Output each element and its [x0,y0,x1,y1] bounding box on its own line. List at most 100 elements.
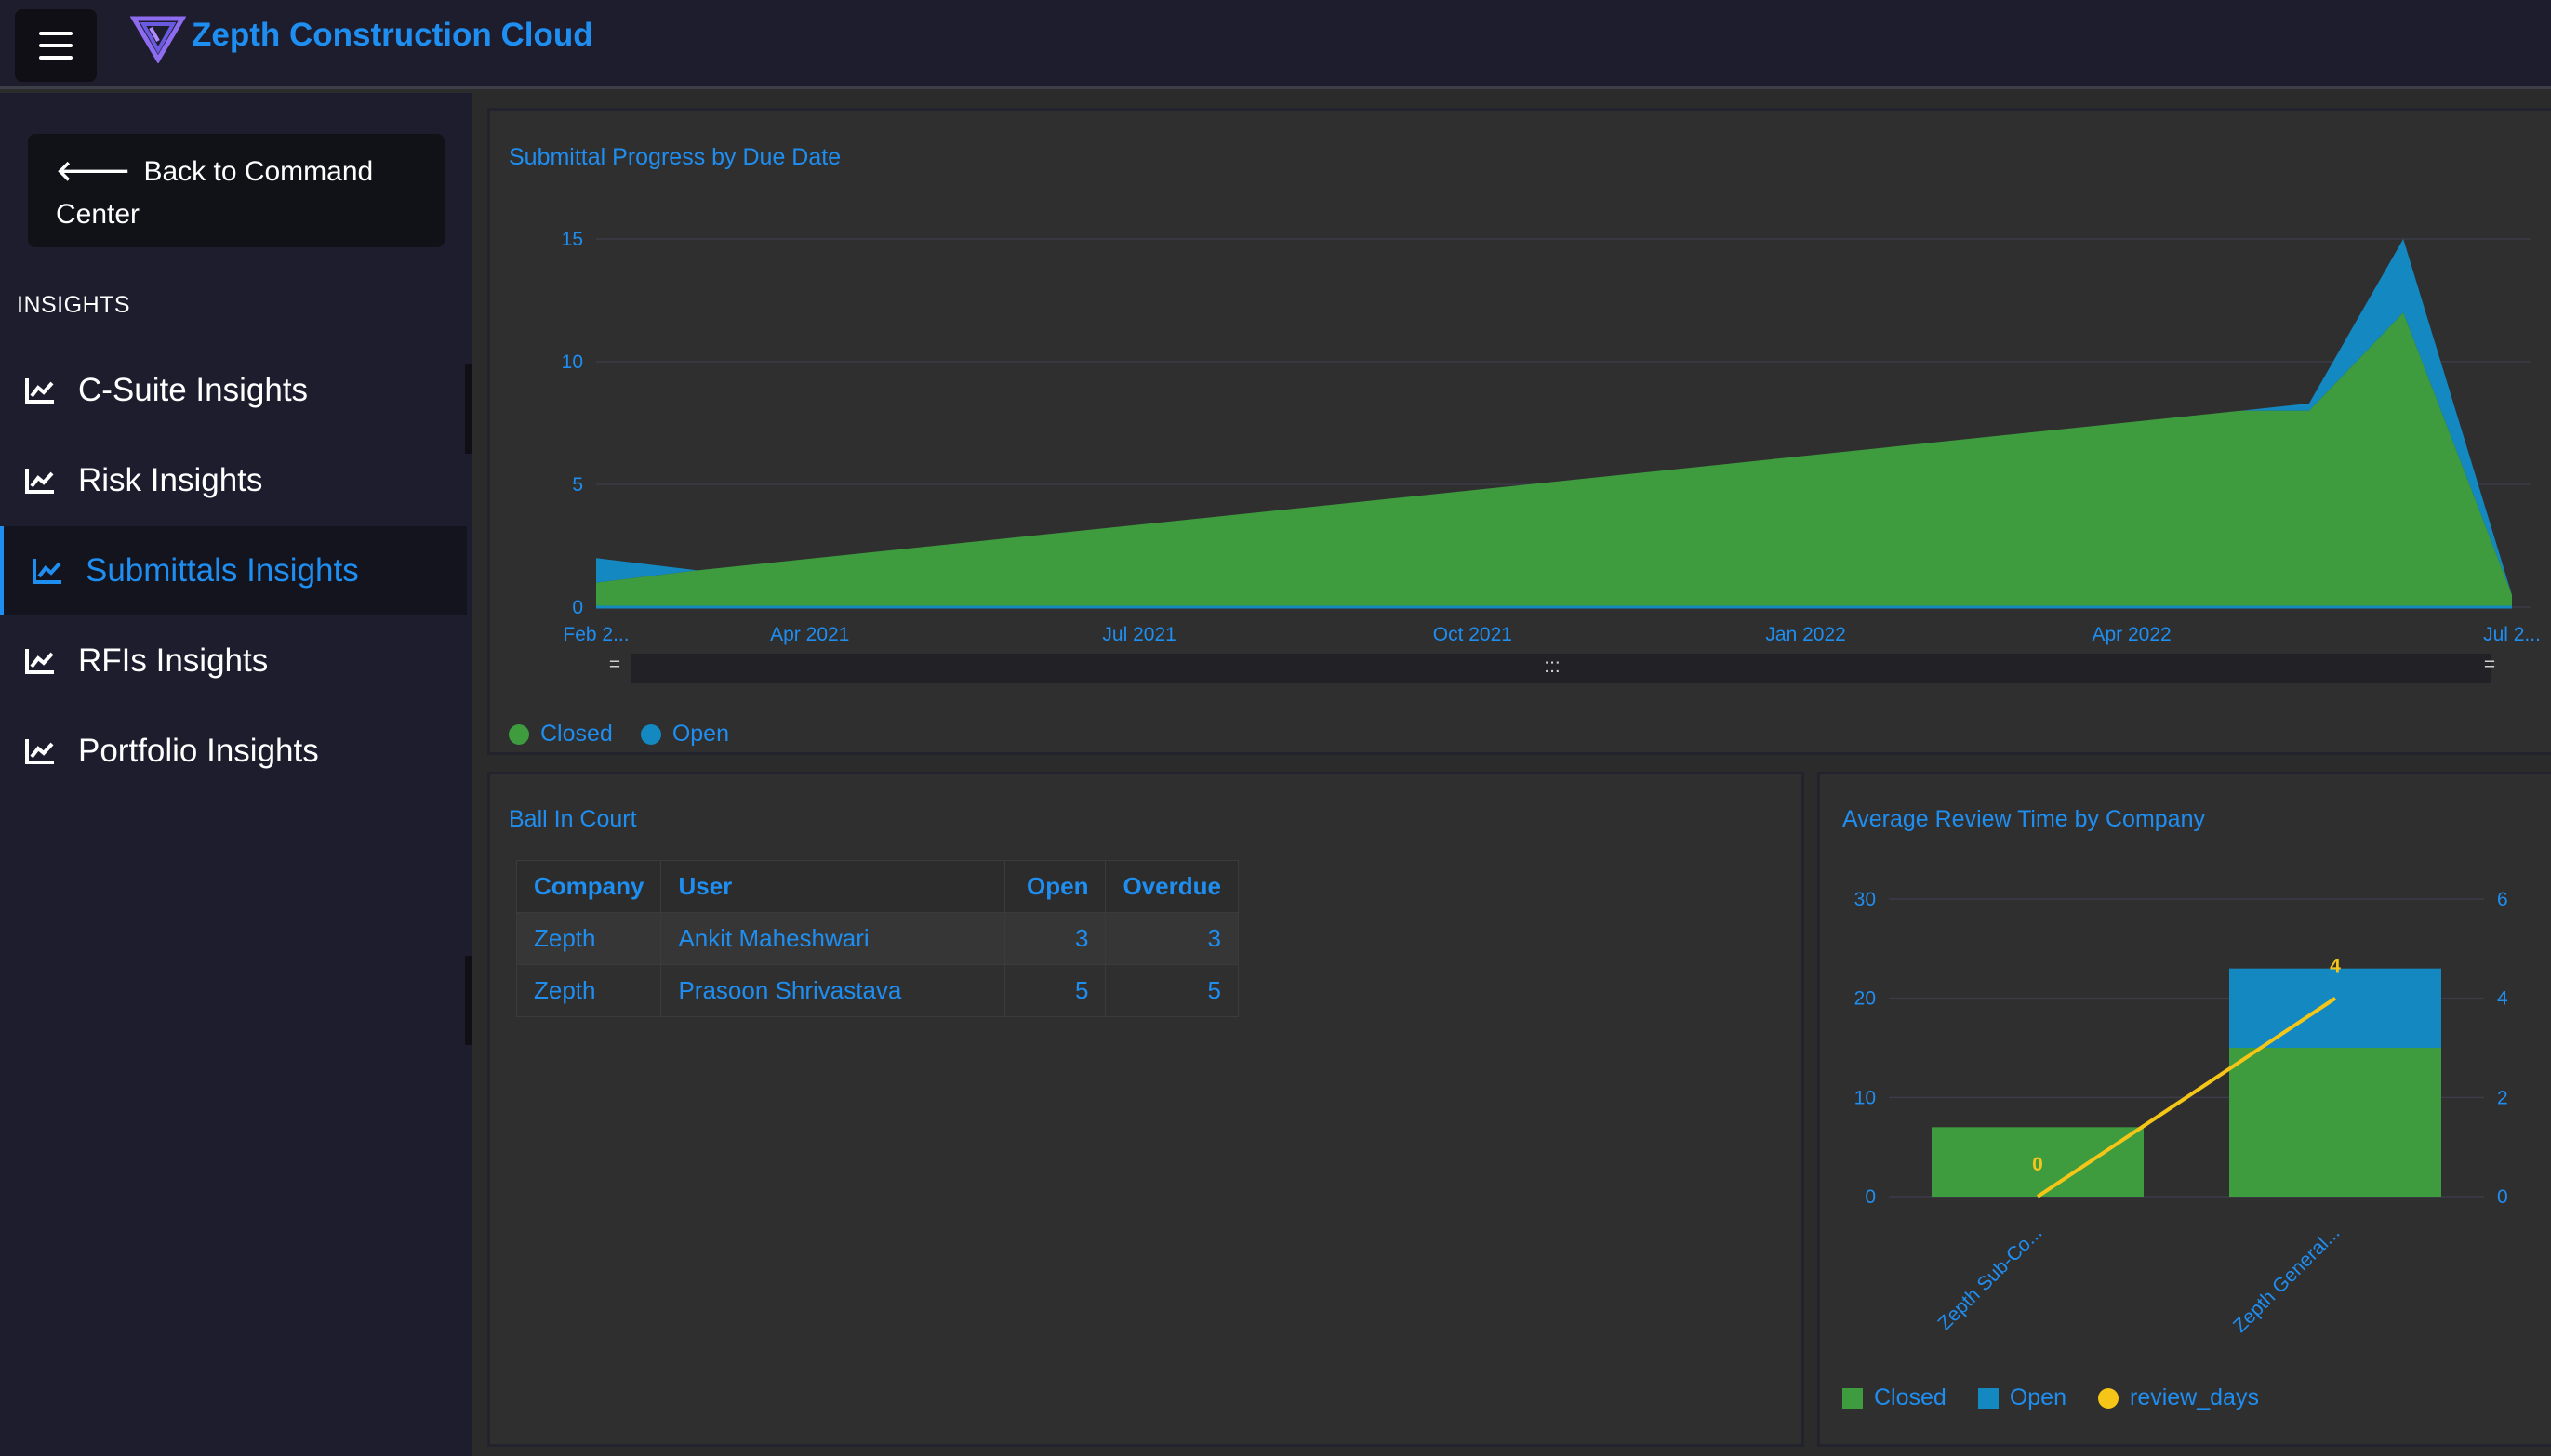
top-bar: Zepth Construction Cloud [0,0,2551,89]
cell-open: 3 [1004,912,1107,965]
hamburger-menu-button[interactable] [15,9,97,82]
menu-line [39,56,73,60]
sidebar-item-submittals-insights[interactable]: Submittals Insights [0,526,467,615]
x-tick-label: Jan 2022 [1765,624,1845,645]
sidebar-item-label: C-Suite Insights [78,372,309,408]
cell-overdue: 5 [1105,964,1239,1017]
bar-closed [1932,1127,2144,1197]
x-tick-label: Feb 2... [563,624,629,645]
average-review-time-chart: 0 10 20 30 0 2 4 6 Zepth Sub-Co... Zepth General.… [1854,889,2508,1337]
sidebar-scrollbar-thumb[interactable] [465,956,472,1045]
y-tick-label: 15 [562,229,583,250]
sidebar-item-label: Submittals Insights [86,552,359,589]
legend-item-open[interactable]: Open [640,721,729,748]
x-tick-label: Apr 2021 [770,624,849,645]
y2-tick-label: 0 [2497,1186,2508,1208]
column-header-open[interactable]: Open [1004,860,1107,913]
legend-swatch [1977,1387,1999,1409]
panel-title: Submittal Progress by Due Date [509,144,842,170]
chart-line-icon [25,469,54,494]
chart-line-icon [25,649,54,674]
sidebar-item-c-suite-insights[interactable]: C-Suite Insights [0,346,467,435]
sidebar-section-label: INSIGHTS [17,292,131,318]
table-header-row: Company User Open Overdue [515,860,1239,913]
y-tick-label: 20 [1854,988,1876,1010]
table-row[interactable]: Zepth Prasoon Shrivastava 5 5 [515,964,1239,1017]
chart-legend: Closed Open [509,721,729,748]
chart-line-icon [33,559,61,584]
zepth-logo-icon [130,16,186,63]
y-tick-label: 10 [562,351,583,373]
table-row[interactable]: Zepth Ankit Maheshwari 3 3 [515,912,1239,965]
y-tick-label: 5 [572,474,583,496]
sidebar-item-label: Portfolio Insights [78,733,319,769]
y2-tick-label: 2 [2497,1087,2508,1108]
sidebar-item-rfis-insights[interactable]: RFIs Insights [0,616,467,706]
y2-tick-label: 4 [2497,988,2508,1010]
legend-swatch [1842,1387,1863,1409]
legend-item-closed[interactable]: Closed [509,721,613,748]
column-header-user[interactable]: User [660,860,1006,913]
y2-tick-label: 6 [2497,889,2508,910]
x-tick-label: Jul 2021 [1102,624,1176,645]
cell-user: Prasoon Shrivastava [660,964,1006,1017]
legend-item-review-days[interactable]: review_days [2098,1384,2259,1411]
panel-title: Average Review Time by Company [1842,806,2205,832]
legend-label: Closed [1874,1384,1946,1410]
y-tick-label: 10 [1854,1087,1876,1108]
legend-swatch [509,723,529,745]
submittal-progress-chart: 0 5 10 15 Feb 2... Apr 2021 Jul 2021 Oct 2021 Ja… [562,229,2541,683]
legend-label: Open [2009,1384,2066,1410]
y-tick-label: 0 [1865,1186,1876,1208]
sidebar-scrollbar-track[interactable] [465,364,472,454]
series-closed-area [596,312,2512,607]
sidebar-item-portfolio-insights[interactable]: Portfolio Insights [0,707,467,796]
bar-open [2229,968,2441,1048]
ball-in-court-panel: Ball In Court Company User Open Overdue … [487,772,1804,1447]
zoom-handle-left: = [609,654,620,675]
zoom-slider-track [631,654,2491,683]
series-review-days-line [2036,997,2337,1198]
chart-line-icon [25,378,54,404]
x-tick-label: Zepth Sub-Co... [1933,1222,2046,1334]
legend-label: Open [671,721,729,747]
legend-swatch [2098,1387,2119,1409]
y-tick-label: 0 [572,597,583,618]
cell-open: 5 [1004,964,1107,1017]
cell-company: Zepth [515,964,662,1017]
menu-line [39,32,73,35]
zoom-grip: ::: [1544,655,1561,677]
sidebar: 🡐 Back to Command Center INSIGHTS C-Suite… [0,93,472,1456]
cell-overdue: 3 [1105,912,1239,965]
data-label: 4 [2330,956,2341,977]
sidebar-item-label: Risk Insights [78,462,263,498]
column-header-company[interactable]: Company [515,860,662,913]
back-button-label: Back to Command Center [56,156,374,230]
x-tick-label: Apr 2022 [2092,624,2171,645]
legend-label: review_days [2130,1384,2259,1410]
chart-line-icon [25,739,54,764]
legend-label: Closed [540,721,613,747]
y-tick-label: 30 [1854,889,1876,910]
bar-closed [2229,1048,2441,1197]
average-review-time-panel: Average Review Time by Company 0 10 20 30 0 2… [1817,772,2551,1447]
ball-in-court-table: Company User Open Overdue Zepth Ankit Ma… [515,860,1239,1017]
data-label: 0 [2032,1154,2043,1175]
x-tick-label: Jul 2... [2483,624,2541,645]
column-header-overdue[interactable]: Overdue [1105,860,1239,913]
arrow-left-icon: 🡐 [56,156,131,187]
sidebar-item-risk-insights[interactable]: Risk Insights [0,436,467,525]
menu-line [39,44,73,47]
legend-item-closed[interactable]: Closed [1842,1384,1946,1411]
cell-company: Zepth [515,912,662,965]
chart-legend: Closed Open review_days [1842,1384,2259,1411]
cell-user: Ankit Maheshwari [660,912,1006,965]
submittal-progress-panel: Submittal Progress by Due Date 0 5 10 15 Feb… [487,108,2551,755]
sidebar-item-label: RFIs Insights [78,642,269,679]
panel-title: Ball In Court [509,806,637,832]
x-tick-label: Oct 2021 [1433,624,1512,645]
legend-item-open[interactable]: Open [1977,1384,2066,1411]
zoom-handle-right: = [2484,654,2495,675]
x-tick-label: Zepth General... [2229,1222,2345,1337]
back-to-command-center-button[interactable]: 🡐 Back to Command Center [28,134,445,247]
